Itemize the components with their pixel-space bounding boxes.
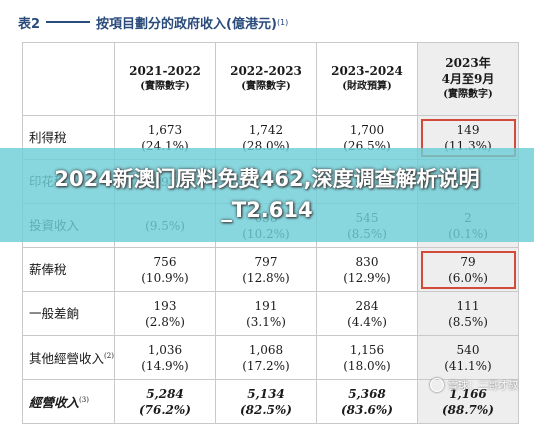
table-cell: 5,284 (76.2%) [114, 379, 216, 424]
table-cell: 5,368 (83.6%) [316, 379, 418, 424]
table-cell: 191 (3.1%) [215, 291, 317, 336]
table-cell: 540 (41.1%) [417, 335, 519, 380]
header-row: 2021-2022 (實際數字) 2022-2023 (實際數字) 2023-202… [22, 42, 519, 116]
table-cell: 1,068 (17.2%) [215, 335, 317, 380]
row-footnote: (2) [104, 351, 114, 360]
table-cell: 830 (12.9%) [316, 247, 418, 292]
row-label: 經營收入(3) [22, 379, 115, 424]
col-header-2022: 2022-2023 (實際數字) [215, 42, 317, 116]
table-cell: 1,036 (14.9%) [114, 335, 216, 380]
watermark: 雪球：二哥才叔 [430, 377, 518, 392]
banner-text: 2024新澳门原料免费462,深度调查解析说明_T2.614 [54, 167, 480, 222]
title-footnote: (1) [276, 17, 289, 27]
table-cell: 284 (4.4%) [316, 291, 418, 336]
table-row: 薪俸稅 756 (10.9%) 797 (12.8%) 830 (12.9%) 79 (6.0%… [22, 247, 519, 292]
watermark-text: 雪球：二哥才叔 [448, 381, 518, 392]
header-corner [22, 42, 115, 116]
table-cell: 193 (2.8%) [114, 291, 216, 336]
table-number: 表2 [18, 16, 41, 32]
row-label: 其他經營收入(2) [22, 335, 115, 380]
table-cell: 5,134 (82.5%) [215, 379, 317, 424]
overlay-banner: 2024新澳门原料免费462,深度调查解析说明_T2.614 [0, 148, 534, 242]
table-title: 表2 按項目劃分的政府收入(億港元) (1) [18, 12, 288, 32]
table-cell: 1,156 (18.0%) [316, 335, 418, 380]
snowball-logo-icon [430, 377, 444, 392]
title-divider [46, 21, 91, 23]
col-header-2023: 2023-2024 (財政預算) [316, 42, 418, 116]
table-caption: 按項目劃分的政府收入(億港元) [96, 16, 277, 32]
row-label: 薪俸稅 [22, 247, 115, 292]
table-cell: 79 (6.0%) [417, 247, 519, 292]
table-cell: 756 (10.9%) [114, 247, 216, 292]
col-header-2021: 2021-2022 (實際數字) [114, 42, 216, 116]
row-label: 一般差餉 [22, 291, 115, 336]
table-cell: 111 (8.5%) [417, 291, 519, 336]
col-header-2023-apr-sep: 2023年 4月至9月 (實際數字) [417, 42, 519, 116]
table-row: 一般差餉 193 (2.8%) 191 (3.1%) 284 (4.4%) 111 (8.5%) [22, 291, 519, 336]
table-row: 其他經營收入(2) 1,036 (14.9%) 1,068 (17.2%) 1,156 (1… [22, 335, 519, 380]
table-cell: 797 (12.8%) [215, 247, 317, 292]
